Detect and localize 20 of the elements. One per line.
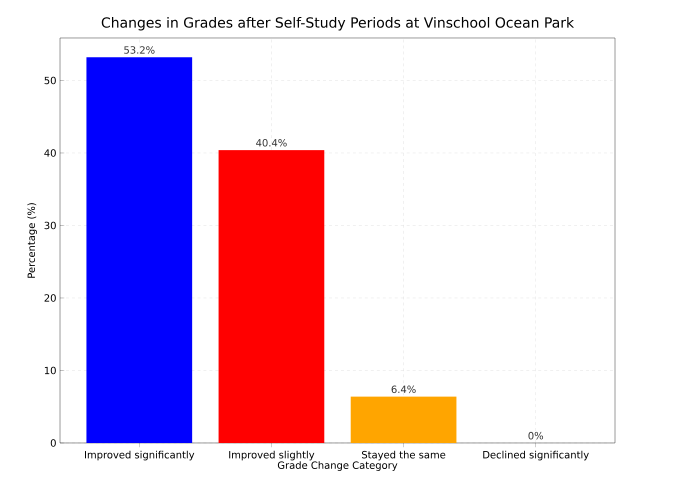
x-tick-label: Improved significantly	[84, 450, 194, 460]
x-tick-label: Stayed the same	[362, 450, 446, 460]
bar	[218, 150, 324, 443]
y-tick-label: 30	[44, 222, 56, 230]
y-tick-label: 20	[44, 294, 56, 302]
x-tick-label: Declined significantly	[483, 450, 589, 460]
data-label: 0%	[528, 432, 544, 440]
y-axis-title: Percentage (%)	[27, 203, 37, 278]
x-tick-label: Improved slightly	[229, 450, 314, 460]
x-axis-title: Grade Change Category	[278, 461, 398, 471]
data-label: 53.2%	[124, 46, 155, 54]
data-label: 40.4%	[256, 139, 287, 147]
y-tick-label: 50	[44, 76, 56, 84]
data-label: 6.4%	[392, 386, 416, 394]
chart-title: Changes in Grades after Self-Study Periods at Vinschool Ocean Park	[102, 16, 574, 30]
bar	[350, 396, 456, 443]
y-tick-label: 10	[44, 366, 56, 374]
y-tick-label: 40	[44, 149, 56, 157]
bar	[86, 57, 192, 443]
y-tick-label: 0	[50, 439, 56, 447]
